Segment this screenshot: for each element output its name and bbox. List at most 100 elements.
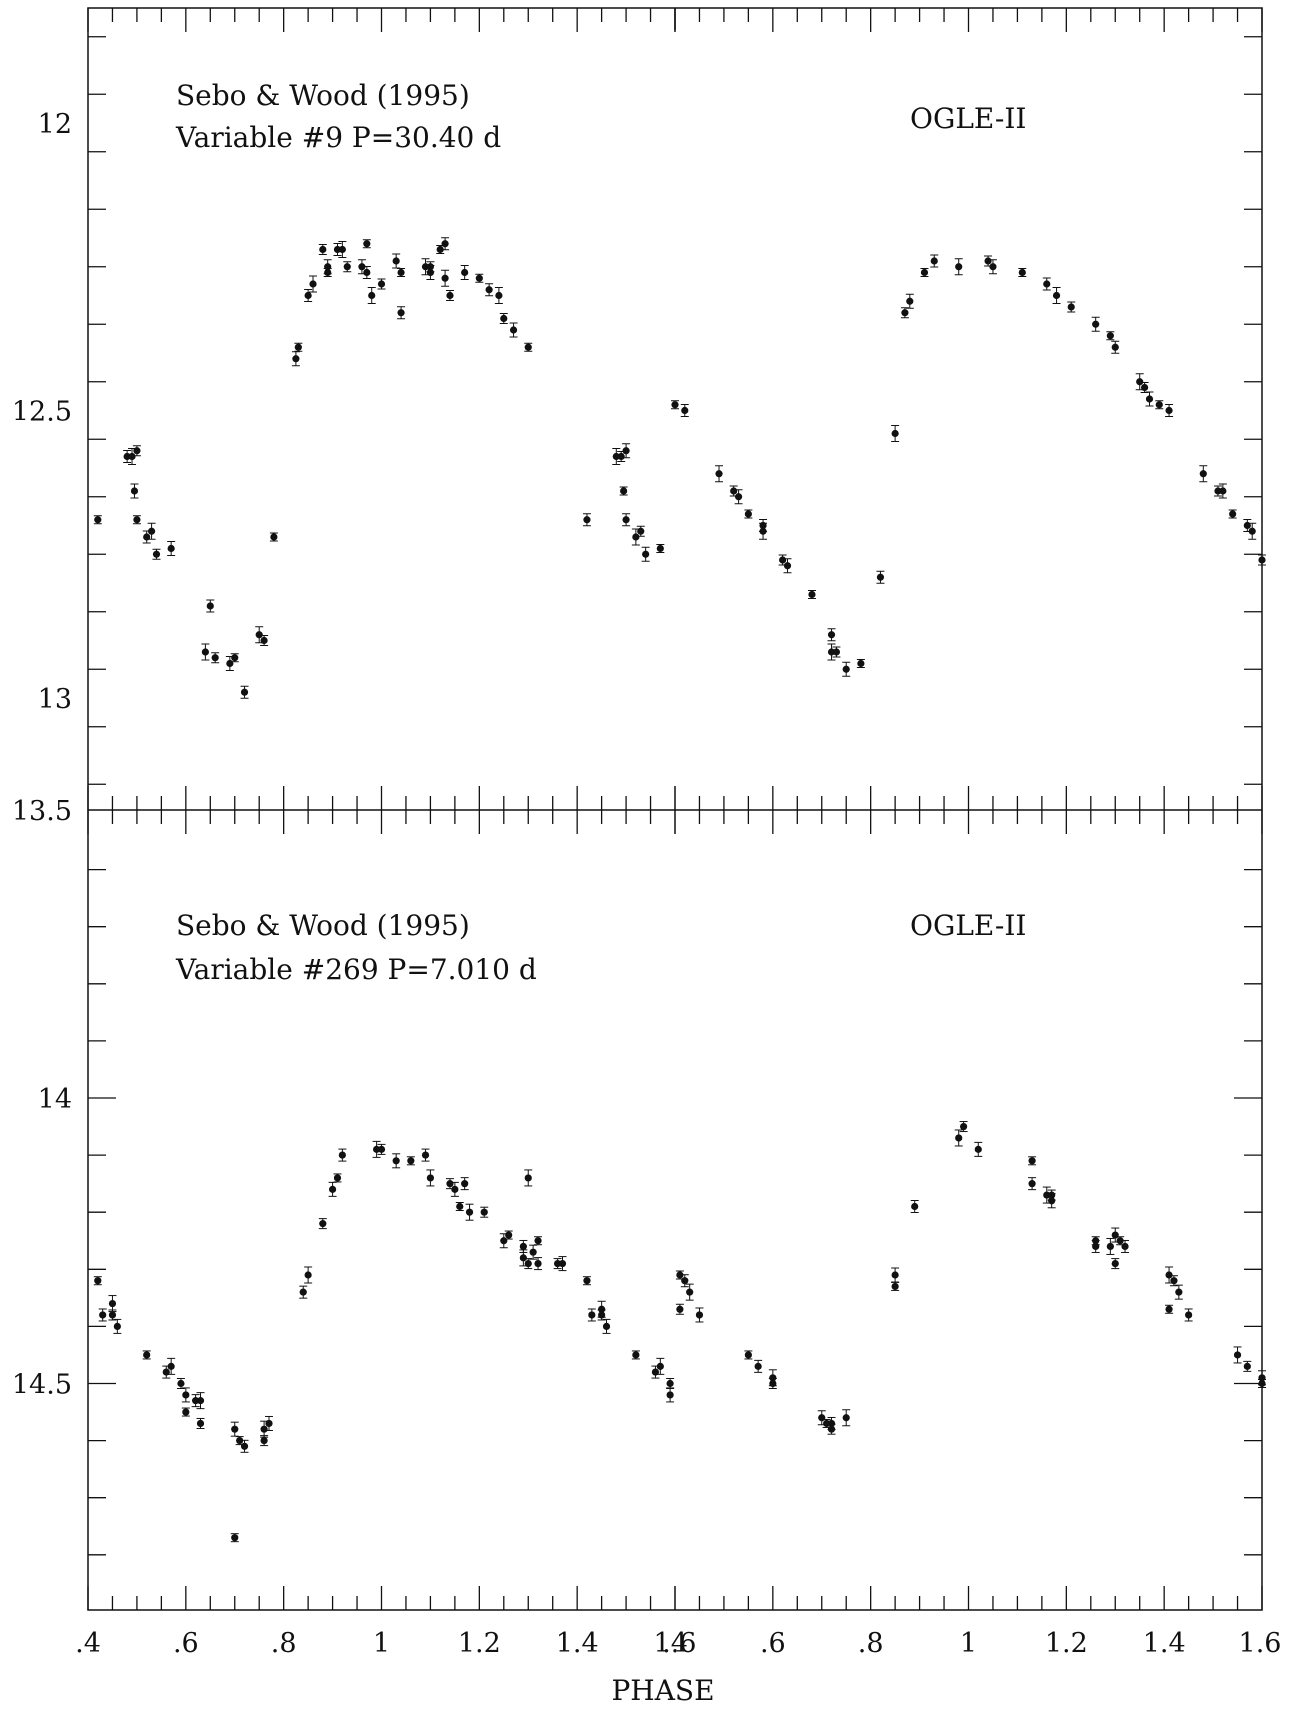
data-point xyxy=(338,1151,346,1159)
data-point xyxy=(588,1311,596,1319)
bottom-left-annotation-line1: Sebo & Wood (1995) xyxy=(176,909,470,942)
data-point xyxy=(519,1254,527,1262)
x-tick-label: 1.6 xyxy=(654,1628,697,1659)
data-point xyxy=(891,1282,899,1291)
data-point xyxy=(524,1259,532,1268)
data-point xyxy=(167,1362,175,1370)
data-point xyxy=(495,291,503,300)
data-point xyxy=(1170,1277,1178,1285)
data-point xyxy=(598,1305,606,1313)
data-point xyxy=(666,1379,674,1388)
data-point xyxy=(1233,1351,1242,1359)
data-point xyxy=(421,1151,430,1159)
data-point xyxy=(1145,395,1154,403)
data-point xyxy=(500,1237,508,1245)
data-point xyxy=(930,257,938,265)
data-point xyxy=(358,263,366,271)
data-point xyxy=(343,263,351,271)
data-point xyxy=(1111,343,1119,351)
data-point xyxy=(182,1391,190,1399)
y-tick-label: 12 xyxy=(38,109,72,140)
data-point xyxy=(681,406,689,415)
data-point xyxy=(842,1414,850,1422)
data-point xyxy=(715,470,723,478)
data-point xyxy=(1165,406,1173,415)
data-point xyxy=(1219,487,1227,495)
data-point xyxy=(583,516,591,524)
y-tick-label: 14 xyxy=(38,1084,72,1115)
data-point xyxy=(426,1174,435,1182)
data-point xyxy=(598,1311,606,1319)
data-point xyxy=(328,1185,337,1193)
data-point xyxy=(857,659,865,668)
x-tick-label: 1 xyxy=(960,1628,977,1659)
data-point xyxy=(920,268,929,277)
data-point xyxy=(461,1180,469,1188)
data-point xyxy=(201,648,209,656)
data-point xyxy=(441,240,449,248)
data-point xyxy=(901,309,909,317)
data-point xyxy=(152,550,161,558)
data-point xyxy=(231,654,239,662)
data-point xyxy=(1018,268,1026,277)
data-point xyxy=(240,688,249,696)
data-point xyxy=(94,1277,102,1285)
data-point xyxy=(182,1408,190,1416)
x-tick-label: 1.2 xyxy=(458,1628,501,1659)
data-point xyxy=(130,487,139,495)
data-point xyxy=(1165,1271,1173,1279)
y-tick-label: 14.5 xyxy=(12,1370,72,1401)
data-point xyxy=(1092,320,1100,328)
data-points xyxy=(93,237,1266,1543)
data-point xyxy=(686,1288,694,1296)
data-point xyxy=(465,1208,474,1216)
data-point xyxy=(1116,1237,1124,1245)
data-point xyxy=(637,527,645,535)
data-point xyxy=(1185,1311,1193,1319)
y-tick-label: 13 xyxy=(38,684,72,715)
x-tick-label: .8 xyxy=(271,1628,297,1659)
data-point xyxy=(1028,1157,1036,1165)
data-point xyxy=(783,562,792,570)
data-point xyxy=(534,1259,542,1268)
data-point xyxy=(426,268,435,277)
data-point xyxy=(754,1362,762,1370)
data-point xyxy=(622,516,630,524)
data-point xyxy=(255,631,263,639)
data-point xyxy=(529,1248,537,1256)
data-point xyxy=(695,1311,704,1319)
data-point xyxy=(827,631,836,639)
data-point xyxy=(524,1174,532,1182)
data-point xyxy=(363,268,371,277)
data-point xyxy=(656,544,664,553)
data-point xyxy=(808,590,816,599)
data-point xyxy=(602,1322,611,1330)
x-tick-label: 1.4 xyxy=(1143,1628,1186,1659)
data-point xyxy=(333,1174,342,1182)
data-point xyxy=(196,1419,205,1428)
data-point xyxy=(436,245,444,254)
data-point xyxy=(99,1311,107,1319)
axis-ticks xyxy=(87,8,1263,1610)
data-point xyxy=(451,1185,459,1193)
data-point xyxy=(519,1242,527,1251)
data-point xyxy=(260,636,268,645)
data-point xyxy=(147,527,156,535)
data-point xyxy=(911,1202,919,1211)
data-point xyxy=(891,429,899,438)
data-point xyxy=(832,648,841,656)
x-tick-label: .6 xyxy=(760,1628,786,1659)
data-point xyxy=(231,1534,239,1542)
data-point xyxy=(94,516,102,524)
data-point xyxy=(622,447,630,455)
data-point xyxy=(642,550,650,558)
data-point xyxy=(377,280,386,288)
data-point xyxy=(407,1157,415,1165)
data-point xyxy=(876,573,885,581)
x-axis-title: PHASE xyxy=(611,1674,714,1707)
data-point xyxy=(446,291,454,300)
data-point xyxy=(1175,1288,1183,1296)
data-point xyxy=(309,280,317,288)
